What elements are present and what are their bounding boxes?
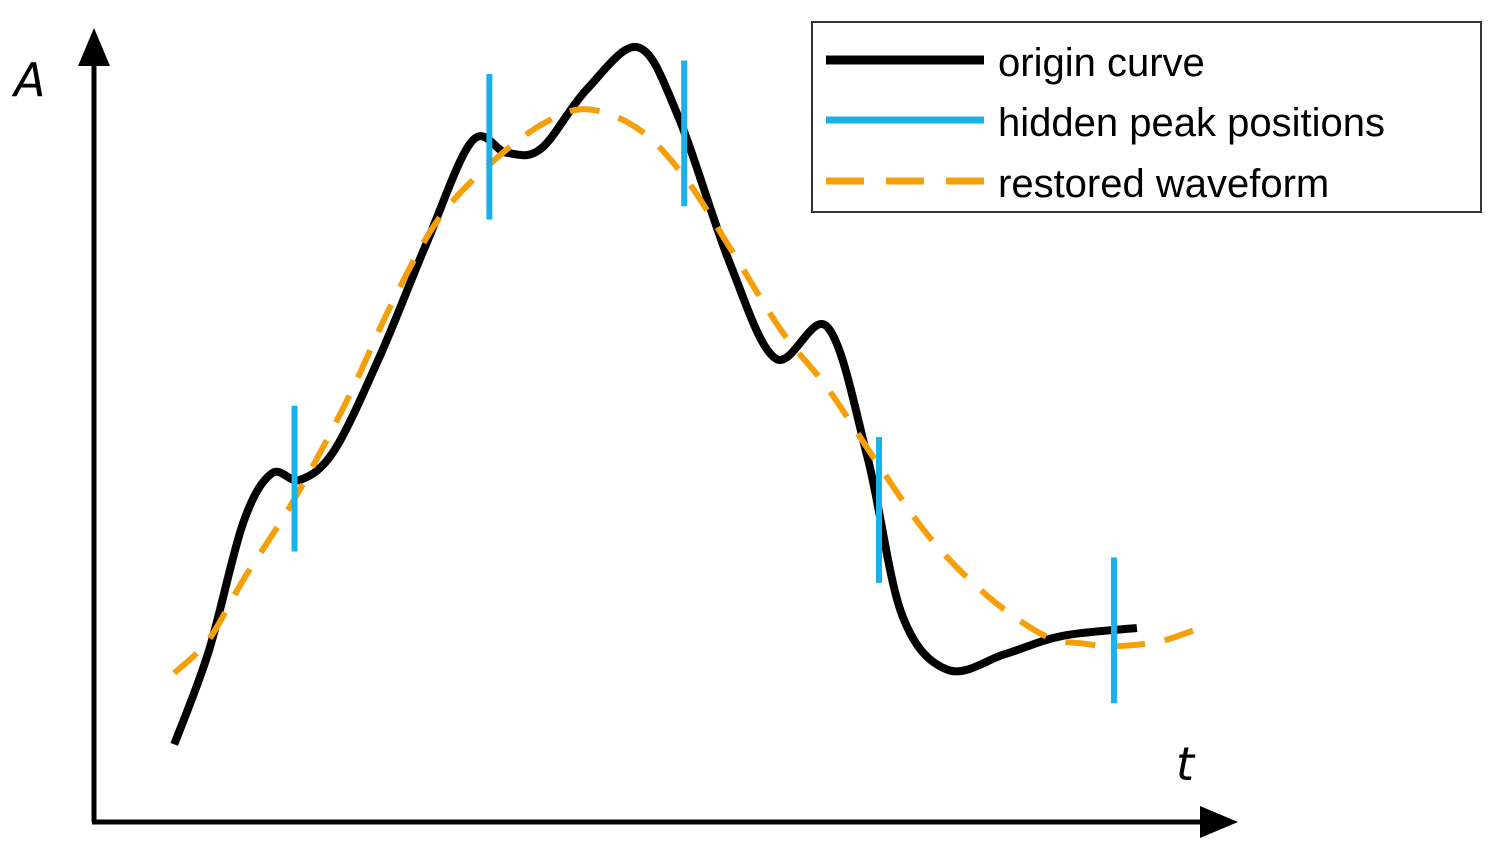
x-axis-arrow bbox=[1200, 806, 1238, 838]
legend-label-restored-waveform: restored waveform bbox=[998, 162, 1329, 206]
y-axis-arrow bbox=[78, 28, 110, 66]
x-axis-label: t bbox=[1176, 737, 1196, 791]
plot-area bbox=[170, 43, 1201, 746]
legend-label-hidden-peak-positions: hidden peak positions bbox=[998, 101, 1385, 145]
y-axis-label: A bbox=[11, 53, 45, 107]
legend: origin curve hidden peak positions resto… bbox=[811, 21, 1482, 213]
restored-waveform-line bbox=[172, 106, 1201, 676]
legend-label-origin-curve: origin curve bbox=[998, 41, 1205, 85]
